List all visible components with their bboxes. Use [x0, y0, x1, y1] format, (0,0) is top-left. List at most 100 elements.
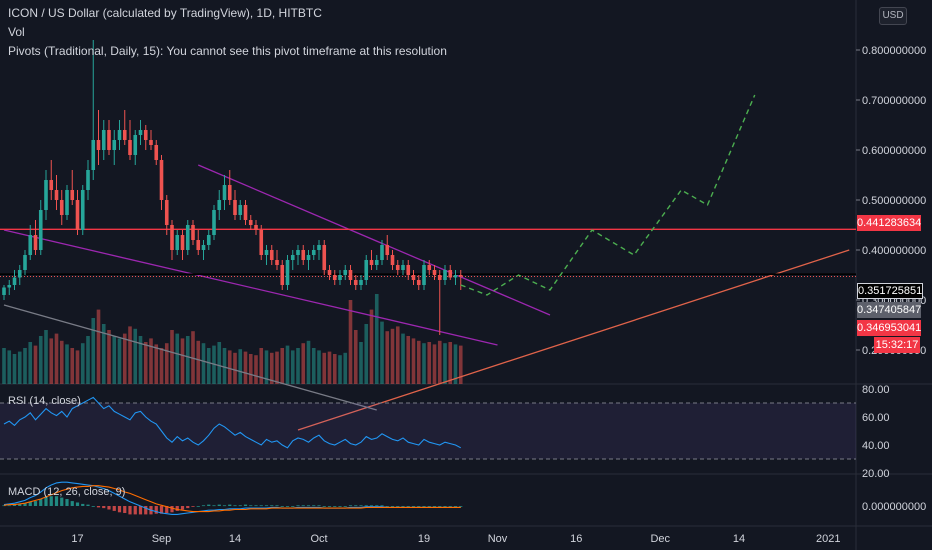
- macd-legend[interactable]: MACD (12, 26, close, 9): [8, 486, 126, 498]
- candle-body: [327, 270, 332, 275]
- candle-body: [227, 185, 232, 200]
- currency-button[interactable]: USD: [879, 7, 907, 25]
- candle-body: [401, 265, 405, 270]
- volume-bar: [44, 330, 48, 384]
- macd-histogram-bar: [375, 505, 379, 507]
- candle-body: [275, 260, 279, 265]
- macd-histogram-bar: [186, 506, 190, 509]
- macd-histogram-bar: [12, 504, 17, 506]
- time-tick-label: 16: [570, 533, 582, 545]
- volume-bar: [317, 350, 321, 384]
- candle-body: [185, 225, 190, 250]
- rsi-legend[interactable]: RSI (14, close): [8, 395, 81, 407]
- time-tick-label: Oct: [310, 533, 327, 545]
- macd-histogram-bar: [196, 506, 200, 507]
- candle-body: [369, 260, 374, 265]
- candle-body: [101, 130, 106, 150]
- volume-bar: [217, 342, 222, 384]
- volume-legend[interactable]: Vol: [8, 25, 25, 39]
- candle-body: [206, 235, 211, 245]
- macd-histogram-bar: [280, 506, 284, 507]
- macd-histogram-bar: [254, 505, 258, 507]
- candle-body: [196, 240, 201, 250]
- rsi-tick-label: 80.00: [862, 384, 890, 396]
- candle-body: [54, 190, 59, 200]
- candle-body: [243, 205, 248, 220]
- candle-body: [17, 270, 22, 278]
- candle-body: [7, 285, 12, 288]
- macd-histogram-bar: [296, 505, 300, 507]
- macd-histogram-bar: [432, 506, 437, 507]
- macd-histogram-bar: [364, 505, 368, 507]
- candles[interactable]: [2, 40, 463, 335]
- macd-histogram-bar: [207, 504, 211, 506]
- candle-body: [353, 280, 358, 285]
- macd-histogram-bar: [354, 505, 358, 507]
- macd-histogram-bar: [306, 505, 311, 507]
- volume-bar: [128, 326, 132, 384]
- macd-histogram-bar: [112, 506, 116, 511]
- candle-body: [269, 250, 274, 260]
- macd-histogram-bar: [154, 506, 158, 514]
- volume-bar: [243, 351, 248, 384]
- candle-body: [296, 250, 300, 255]
- candle-body: [406, 265, 411, 275]
- candle-body: [306, 255, 311, 260]
- volume-bar: [238, 349, 243, 384]
- volume-bar: [86, 336, 90, 384]
- macd-histogram-bar: [191, 506, 195, 507]
- macd-histogram-bar: [81, 503, 85, 506]
- volume-bar: [33, 345, 38, 384]
- volume-bar: [411, 338, 416, 384]
- macd-histogram-bar: [422, 506, 426, 507]
- candle-body: [138, 130, 143, 135]
- volume-bars: [2, 294, 463, 384]
- volume-bar: [222, 348, 227, 384]
- macd-histogram-bar: [338, 506, 342, 507]
- macd-histogram-bar: [285, 506, 290, 507]
- macd-histogram-bar: [264, 505, 269, 507]
- macd-histogram-bar: [18, 503, 22, 506]
- volume-bar: [311, 348, 316, 384]
- macd-histogram-bar: [159, 506, 164, 514]
- volume-bar: [301, 343, 306, 384]
- macd-histogram-bar: [7, 505, 11, 507]
- candle-body: [38, 210, 43, 250]
- macd-histogram-bar: [401, 506, 405, 507]
- volume-bar: [285, 345, 290, 384]
- candle-body: [285, 260, 290, 285]
- macd-histogram-bar: [133, 506, 137, 515]
- volume-bar: [422, 343, 426, 384]
- candle-body: [12, 277, 17, 285]
- candle-body: [359, 280, 363, 285]
- macd-histogram-bar: [23, 503, 27, 506]
- candle-body: [390, 255, 395, 265]
- candle-body: [154, 145, 159, 160]
- volume-bar: [275, 351, 279, 384]
- volume-bar: [196, 340, 201, 384]
- rsi-band-fill: [0, 403, 856, 459]
- volume-bar: [233, 352, 237, 384]
- volume-bar: [332, 354, 337, 384]
- rsi-line: [3, 396, 462, 449]
- candle-body: [259, 230, 264, 255]
- candle-body: [238, 205, 243, 215]
- macd-histogram-bar: [327, 506, 332, 507]
- price-tick-label: 0.700000000: [862, 95, 926, 107]
- macd-histogram-bar: [44, 496, 48, 506]
- macd-histogram-bar: [438, 506, 442, 507]
- candle-body: [180, 235, 185, 250]
- candle-body: [280, 265, 285, 285]
- time-tick-label: Sep: [152, 533, 172, 545]
- macd-histogram-bar: [180, 506, 185, 510]
- candle-body: [364, 260, 369, 280]
- macd-histogram-bar: [86, 504, 90, 506]
- pivots-legend[interactable]: Pivots (Traditional, Daily, 15): You can…: [8, 44, 447, 58]
- volume-bar: [154, 344, 159, 384]
- volume-bar: [364, 324, 369, 384]
- candle-body: [149, 140, 153, 145]
- candle-body: [411, 275, 416, 280]
- candle-body: [164, 200, 169, 225]
